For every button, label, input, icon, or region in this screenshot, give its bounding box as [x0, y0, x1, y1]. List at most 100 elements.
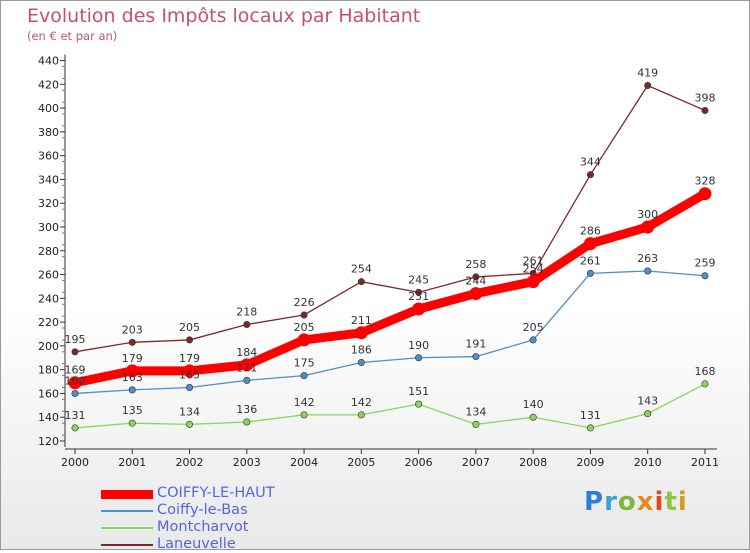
series-line-montcharvot: [74, 383, 706, 429]
data-label: 261: [580, 254, 601, 267]
y-tick-label: 220: [38, 316, 59, 329]
data-point: [415, 400, 423, 408]
data-label: 151: [408, 385, 429, 398]
data-label: 254: [523, 263, 544, 276]
y-tick-label: 200: [38, 340, 59, 353]
data-point: [71, 389, 79, 397]
data-point: [469, 287, 483, 301]
y-tick-label: 440: [38, 55, 59, 68]
data-label: 245: [408, 273, 429, 286]
data-label: 205: [179, 321, 200, 334]
data-point: [125, 364, 139, 378]
data-label: 328: [694, 175, 715, 188]
data-label: 205: [523, 321, 544, 334]
data-labels: 160 163 165 171 175 186 190 191 205 261 263 259 131 1…: [65, 66, 716, 421]
x-tick-label: 2004: [290, 456, 318, 469]
y-tick-label: 160: [38, 387, 59, 400]
y-tick-label: 120: [38, 435, 59, 448]
x-tick-label: 2003: [233, 456, 261, 469]
data-point: [701, 272, 709, 280]
series-lines: [68, 81, 712, 432]
data-point: [186, 420, 194, 428]
data-label: 258: [465, 258, 486, 271]
data-point: [300, 372, 308, 380]
data-label: 190: [408, 339, 429, 352]
x-tick-label: 2002: [176, 456, 204, 469]
y-tick-label: 400: [38, 102, 59, 115]
data-label: 286: [580, 225, 601, 238]
legend-label: Coiffy-le-Bas: [157, 502, 248, 518]
data-point: [240, 358, 254, 372]
data-label: 231: [408, 290, 429, 303]
data-label: 143: [637, 395, 658, 408]
data-point: [357, 411, 365, 419]
y-tick-label: 260: [38, 269, 59, 282]
data-label: 171: [236, 361, 257, 374]
data-point: [300, 411, 308, 419]
data-point: [526, 275, 540, 289]
data-label: 419: [637, 66, 658, 79]
axes: 120 140 160 180 200 220 240 260 280 300 320 340 360 3…: [38, 54, 719, 469]
data-point: [641, 220, 655, 234]
legend-label: Laneuvelle: [157, 536, 236, 552]
legend-swatch: [101, 510, 153, 512]
data-label: 195: [65, 333, 86, 346]
y-tick-label: 180: [38, 364, 59, 377]
data-label: 261: [523, 254, 544, 267]
data-point: [243, 320, 251, 328]
legend-swatch: [101, 544, 153, 546]
data-label: 344: [580, 156, 601, 169]
data-label: 175: [294, 357, 315, 370]
data-label: 160: [65, 374, 86, 387]
legend-item: COIFFY-LE-HAUT: [101, 485, 401, 502]
data-point: [357, 359, 365, 367]
data-point: [698, 187, 712, 201]
chart-title: Evolution des Impôts locaux par Habitant: [27, 5, 421, 27]
data-label: 169: [65, 364, 86, 377]
x-tick-label: 2008: [519, 456, 547, 469]
data-point: [701, 106, 709, 114]
y-tick-label: 300: [38, 221, 59, 234]
y-tick-label: 360: [38, 150, 59, 163]
data-point: [412, 302, 426, 316]
data-label: 136: [236, 403, 257, 416]
x-tick-label: 2007: [462, 456, 490, 469]
data-label: 203: [122, 323, 143, 336]
data-label: 259: [694, 257, 715, 270]
x-tick-label: 2010: [634, 456, 662, 469]
data-point: [644, 267, 652, 275]
y-tick-label: 280: [38, 245, 59, 258]
data-point: [586, 269, 594, 277]
proxiti-logo: Proxiti: [584, 487, 688, 517]
data-point: [186, 383, 194, 391]
data-label: 142: [294, 396, 315, 409]
legend-label: COIFFY-LE-HAUT: [157, 485, 275, 501]
y-tick-label: 240: [38, 292, 59, 305]
data-point: [186, 336, 194, 344]
x-tick-label: 2001: [118, 456, 146, 469]
data-point: [297, 333, 311, 347]
x-tick-label: 2006: [405, 456, 433, 469]
data-point: [415, 354, 423, 362]
data-point: [300, 311, 308, 319]
data-label: 179: [179, 352, 200, 365]
data-point: [128, 338, 136, 346]
data-point: [183, 364, 197, 378]
legend-item: Laneuvelle: [101, 536, 401, 553]
series-line-laneuvelle: [74, 84, 706, 353]
data-point: [472, 353, 480, 361]
data-label: 226: [294, 296, 315, 309]
x-tick-label: 2009: [576, 456, 604, 469]
data-point: [128, 419, 136, 427]
series-line-coiffy-le-bas: [74, 270, 706, 395]
data-point: [472, 420, 480, 428]
data-point: [71, 348, 79, 356]
data-label: 179: [122, 352, 143, 365]
data-point: [586, 424, 594, 432]
data-point: [529, 336, 537, 344]
data-point: [68, 376, 82, 390]
series-line-coiffy-le-haut: [74, 189, 708, 388]
data-point: [415, 288, 423, 296]
